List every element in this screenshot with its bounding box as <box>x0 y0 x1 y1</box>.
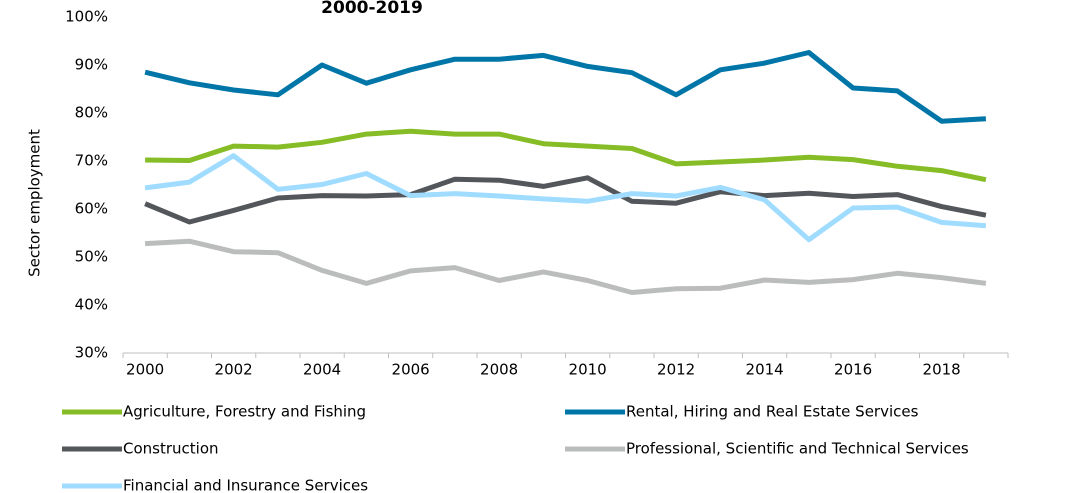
y-tick-label: 80% <box>75 104 108 122</box>
series-line <box>145 128 987 183</box>
series-line <box>144 153 987 243</box>
y-axis-label: Sector employment <box>26 129 44 277</box>
series-line <box>144 50 987 124</box>
legend-label: Financial and Insurance Services <box>123 477 368 493</box>
y-tick-label: 30% <box>75 344 108 362</box>
legend-label: Construction <box>123 440 219 458</box>
x-tick-label: 2008 <box>480 361 518 379</box>
x-tick-label: 2004 <box>303 361 341 379</box>
legend-label: Professional, Scientific and Technical S… <box>626 440 969 458</box>
legend-label: Agriculture, Forestry and Fishing <box>123 403 366 421</box>
x-tick-label: 2002 <box>215 361 253 379</box>
series-line <box>144 175 987 225</box>
x-tick-label: 2014 <box>746 361 784 379</box>
y-tick-label: 40% <box>75 296 108 314</box>
y-tick-label: 100% <box>65 8 108 26</box>
x-tick-label: 2000 <box>126 361 164 379</box>
x-tick-label: 2006 <box>392 361 430 379</box>
x-tick-label: 2016 <box>834 361 872 379</box>
x-tick-label: 2010 <box>569 361 607 379</box>
y-tick-label: 50% <box>75 248 108 266</box>
y-tick-label: 90% <box>75 56 108 74</box>
y-tick-label: 70% <box>75 152 108 170</box>
y-tick-label: 60% <box>75 200 108 218</box>
chart-title: 2000-2019 <box>321 0 423 18</box>
legend-label: Rental, Hiring and Real Estate Services <box>626 403 919 421</box>
x-tick-label: 2012 <box>657 361 695 379</box>
series-line <box>144 238 987 295</box>
x-tick-label: 2018 <box>923 361 961 379</box>
